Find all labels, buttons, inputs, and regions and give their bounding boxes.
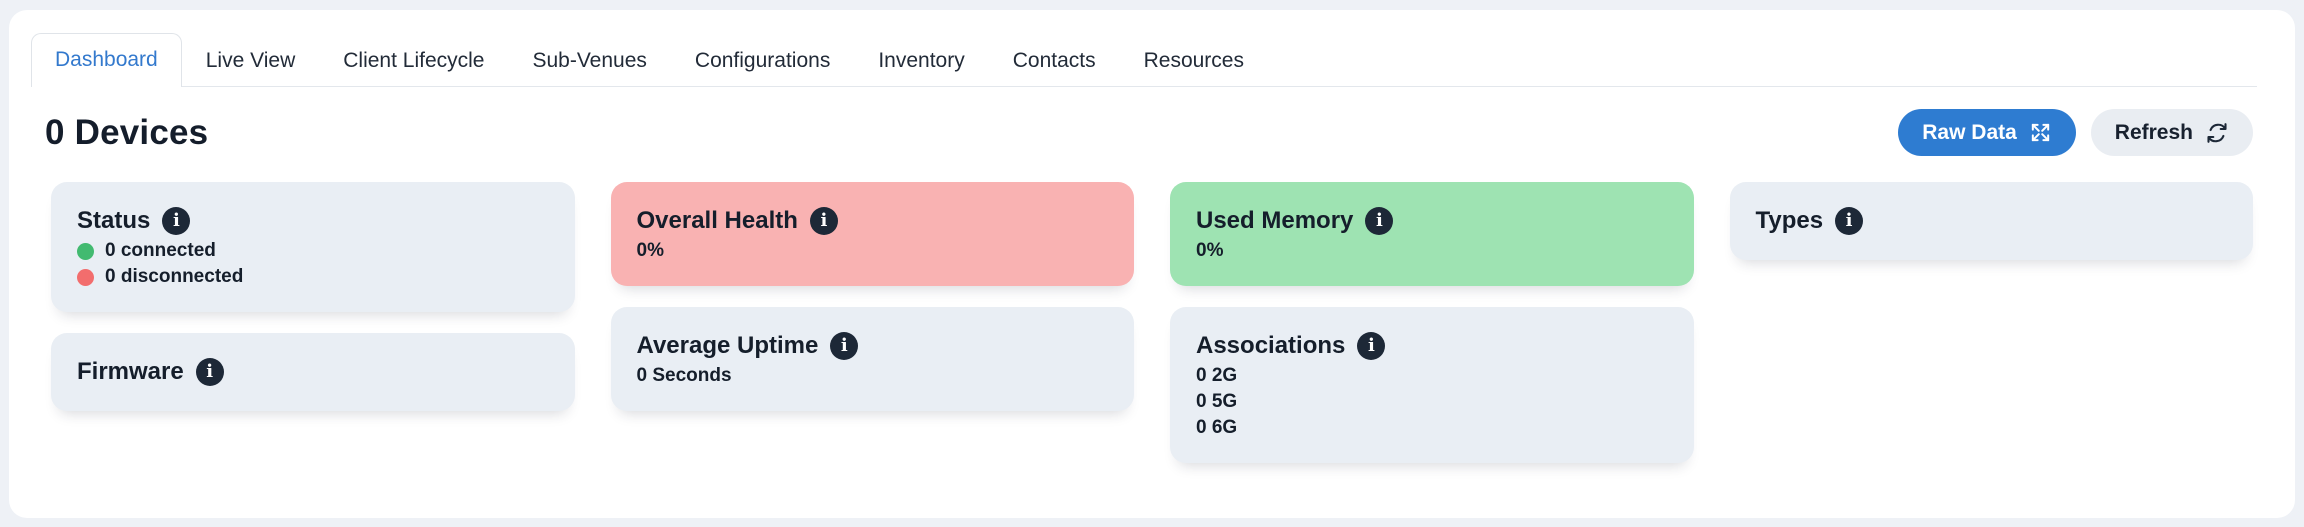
- expand-arrows-icon: [2029, 121, 2052, 144]
- tab-configurations[interactable]: Configurations: [694, 49, 831, 72]
- overall-health-title-row: Overall Health i: [637, 204, 1109, 238]
- tab-inventory[interactable]: Inventory: [878, 49, 965, 72]
- tab-client-lifecycle[interactable]: Client Lifecycle: [343, 49, 485, 72]
- header-row: 0 Devices Raw Data: [45, 109, 2253, 156]
- info-circle-icon[interactable]: i: [1357, 332, 1386, 360]
- firmware-card-title-row: Firmware i: [77, 355, 549, 389]
- status-card-title: Status: [77, 207, 151, 234]
- info-circle-icon[interactable]: i: [162, 207, 191, 235]
- status-card: Status i 0 connected 0 disconnected: [51, 182, 575, 312]
- average-uptime-title-row: Average Uptime i: [637, 329, 1109, 363]
- associations-2g: 0 2G: [1196, 365, 1238, 386]
- tab-dashboard[interactable]: Dashboard: [31, 33, 182, 87]
- used-memory-title-row: Used Memory i: [1196, 204, 1668, 238]
- tab-sub-venues[interactable]: Sub-Venues: [532, 49, 647, 72]
- info-circle-icon[interactable]: i: [809, 207, 838, 235]
- types-title-row: Types i: [1756, 204, 2228, 238]
- refresh-button[interactable]: Refresh: [2090, 109, 2253, 156]
- disconnected-label: 0 disconnected: [105, 266, 244, 287]
- connected-dot: [77, 242, 94, 260]
- connected-label: 0 connected: [105, 240, 216, 261]
- info-circle-icon[interactable]: i: [1365, 207, 1394, 235]
- average-uptime-card: Average Uptime i 0 Seconds: [610, 307, 1134, 411]
- tab-contacts[interactable]: Contacts: [1012, 49, 1096, 72]
- info-circle-icon[interactable]: i: [830, 332, 859, 360]
- page-title: 0 Devices: [45, 112, 209, 152]
- firmware-card: Firmware i: [51, 333, 575, 411]
- associations-title-row: Associations i: [1196, 329, 1668, 363]
- info-circle-icon[interactable]: i: [195, 358, 224, 386]
- overall-health-card: Overall Health i 0%: [610, 182, 1134, 286]
- used-memory-value: 0%: [1196, 240, 1224, 261]
- status-disconnected-row: 0 disconnected: [77, 264, 549, 290]
- types-card-title: Types: [1755, 207, 1824, 234]
- metrics-column-3: Used Memory i 0% Associations i 0 2G 0 5…: [1170, 182, 1694, 463]
- disconnected-dot: [77, 268, 94, 286]
- tab-resources[interactable]: Resources: [1143, 49, 1244, 72]
- status-connected-row: 0 connected: [77, 238, 549, 264]
- overall-health-value: 0%: [636, 240, 664, 261]
- raw-data-button-label: Raw Data: [1922, 120, 2017, 144]
- used-memory-title: Used Memory: [1196, 207, 1354, 234]
- firmware-card-title: Firmware: [77, 358, 184, 385]
- metrics-column-4: Types i: [1729, 182, 2253, 463]
- associations-card: Associations i 0 2G 0 5G 0 6G: [1170, 307, 1694, 463]
- tab-live-view[interactable]: Live View: [205, 49, 296, 72]
- refresh-arrows-icon: [2205, 121, 2229, 145]
- overall-health-title: Overall Health: [636, 207, 798, 234]
- info-circle-icon[interactable]: i: [1835, 207, 1864, 235]
- refresh-button-label: Refresh: [2114, 120, 2193, 144]
- average-uptime-title: Average Uptime: [636, 332, 819, 359]
- header-actions: Raw Data Refresh: [1898, 109, 2253, 156]
- used-memory-card: Used Memory i 0%: [1170, 182, 1694, 286]
- metrics-column-1: Status i 0 connected 0 disconnected Firm…: [51, 182, 575, 463]
- metrics-grid: Status i 0 connected 0 disconnected Firm…: [51, 182, 2253, 463]
- tab-bar: Dashboard Live View Client Lifecycle Sub…: [31, 33, 2257, 87]
- average-uptime-value: 0 Seconds: [636, 365, 732, 386]
- associations-title: Associations: [1196, 332, 1346, 359]
- associations-6g: 0 6G: [1196, 417, 1238, 438]
- raw-data-button[interactable]: Raw Data: [1898, 109, 2076, 156]
- metrics-column-2: Overall Health i 0% Average Uptime i 0 S…: [610, 182, 1134, 463]
- dashboard-panel: Dashboard Live View Client Lifecycle Sub…: [9, 10, 2295, 518]
- associations-5g: 0 5G: [1196, 391, 1238, 412]
- status-card-title-row: Status i: [77, 204, 549, 238]
- types-card: Types i: [1729, 182, 2253, 260]
